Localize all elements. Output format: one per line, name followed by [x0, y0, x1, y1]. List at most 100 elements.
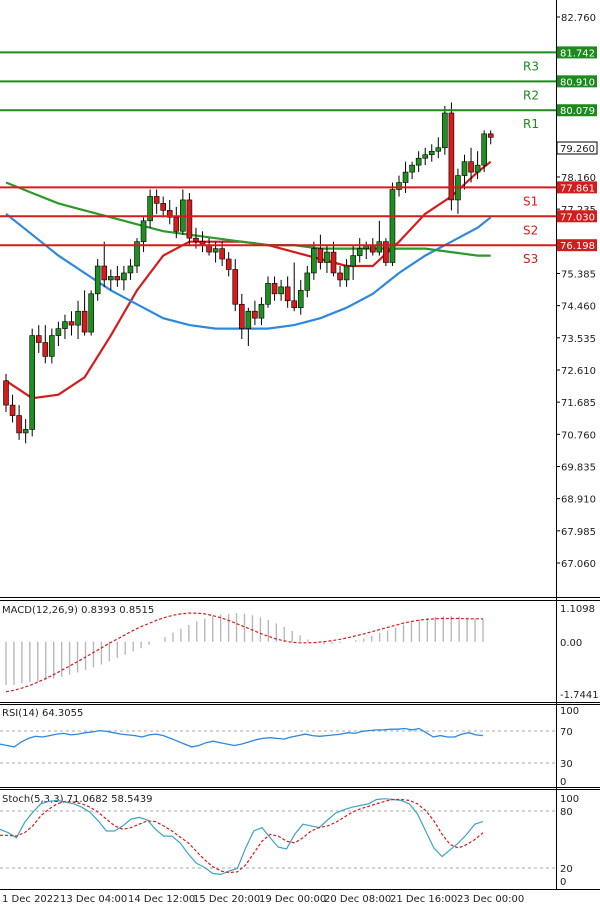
candle-body [3, 380, 9, 406]
candle [94, 259, 101, 301]
macd-signal-line [5, 612, 483, 693]
candle-body [461, 161, 468, 176]
candle [356, 238, 363, 263]
moving-average-line [5, 212, 492, 330]
candle-body [330, 251, 337, 274]
candle [62, 314, 68, 340]
candle [396, 175, 402, 197]
candle [121, 266, 127, 291]
candle-body [173, 217, 180, 232]
candle [422, 147, 429, 166]
macd-panel: MACD(12,26,9) 0.8393 0.8515 1.1098 0.00 … [2, 604, 599, 701]
candle-body [121, 272, 127, 281]
stoch-signal-line [0, 798, 484, 874]
candle-body [94, 265, 101, 295]
price-tick-label: 71.685 [561, 398, 596, 409]
candle [448, 102, 455, 211]
pivot-level-price-box [557, 239, 597, 252]
candle [284, 276, 291, 308]
candle [108, 269, 114, 291]
candle-body [62, 321, 68, 329]
macd-tick-zero: 0.00 [560, 638, 582, 649]
candle [252, 300, 258, 326]
candle [324, 245, 330, 273]
candle-body [350, 255, 356, 267]
rsi-tick-30: 30 [560, 759, 573, 770]
candle-body [409, 164, 415, 173]
price-tick-label: 74.460 [561, 302, 596, 313]
time-tick: 14 Dec 12:00 [128, 894, 195, 905]
candle [114, 266, 121, 287]
candle-body [402, 171, 409, 183]
candle [258, 297, 265, 326]
candle [376, 220, 383, 256]
candle [134, 238, 140, 273]
candle [173, 206, 180, 239]
pivot-level-price-box [557, 46, 597, 59]
candle [29, 328, 36, 437]
candle-body [68, 321, 75, 326]
candle [239, 293, 245, 340]
macd-tick-bottom: -1.7441 [560, 690, 599, 701]
macd-tick-top: 1.1098 [560, 604, 595, 615]
candle [369, 238, 376, 256]
candle [75, 300, 81, 340]
pivot-level-price: 81.742 [560, 48, 595, 59]
candle [16, 405, 22, 440]
rsi-title: RSI(14) 64.3055 [2, 708, 83, 719]
candle-body [88, 293, 94, 333]
candle [317, 234, 324, 270]
candle [3, 373, 9, 413]
stoch-panel: Stoch(5,3,3) 71.0682 58.5439 100 80 20 0 [0, 794, 579, 888]
candle-body [239, 303, 245, 329]
candle-body [22, 429, 29, 434]
candle-body [284, 286, 291, 302]
candle [22, 419, 29, 444]
candle-body [481, 133, 487, 166]
candle-body [127, 265, 134, 274]
candle-body [193, 237, 199, 242]
time-tick: 19 Dec 00:00 [259, 894, 326, 905]
price-tick-label: 75.385 [561, 269, 596, 280]
candle [330, 241, 337, 277]
price-tick-label: 69.835 [561, 462, 596, 473]
stoch-tick-100: 100 [560, 794, 579, 805]
pivot-level: S1 77.861 [0, 181, 597, 208]
candle [147, 189, 153, 228]
candle-body [186, 199, 193, 239]
pivot-level-price-box [557, 75, 597, 88]
candle [199, 231, 206, 253]
pivot-level: R2 80.910 [0, 75, 597, 102]
rsi-tick-0: 0 [560, 777, 566, 788]
macd-title: MACD(12,26,9) 0.8393 0.8515 [2, 605, 154, 616]
moving-averages [5, 160, 492, 400]
candle-body [252, 310, 258, 319]
price-tick-label: 67.985 [561, 527, 596, 538]
candle-body [153, 196, 160, 204]
pivot-level-price: 80.910 [560, 77, 595, 88]
candle-body [16, 415, 22, 434]
candle-body [468, 161, 474, 173]
indicator-reference-lines [0, 730, 556, 869]
candle-body [75, 310, 81, 326]
rsi-line [0, 727, 484, 748]
candle [35, 325, 42, 353]
candle-body [265, 283, 271, 305]
time-tick: 1 Dec 2022 [2, 894, 60, 905]
candle [49, 328, 55, 364]
rsi-tick-70: 70 [560, 727, 573, 738]
price-tick-label: 67.060 [561, 559, 596, 570]
time-axis: 1 Dec 2022 13 Dec 04:00 14 Dec 12:00 15 … [2, 894, 524, 905]
candle-body [422, 154, 429, 159]
candle-body [219, 248, 225, 260]
stoch-tick-0: 0 [560, 877, 566, 888]
candle-body [343, 265, 350, 281]
candle-body [291, 300, 298, 309]
candle-body [101, 265, 108, 281]
candle-body [225, 258, 232, 270]
candle-body [271, 283, 278, 295]
candle-body [29, 335, 36, 430]
time-tick: 23 Dec 00:00 [457, 894, 524, 905]
